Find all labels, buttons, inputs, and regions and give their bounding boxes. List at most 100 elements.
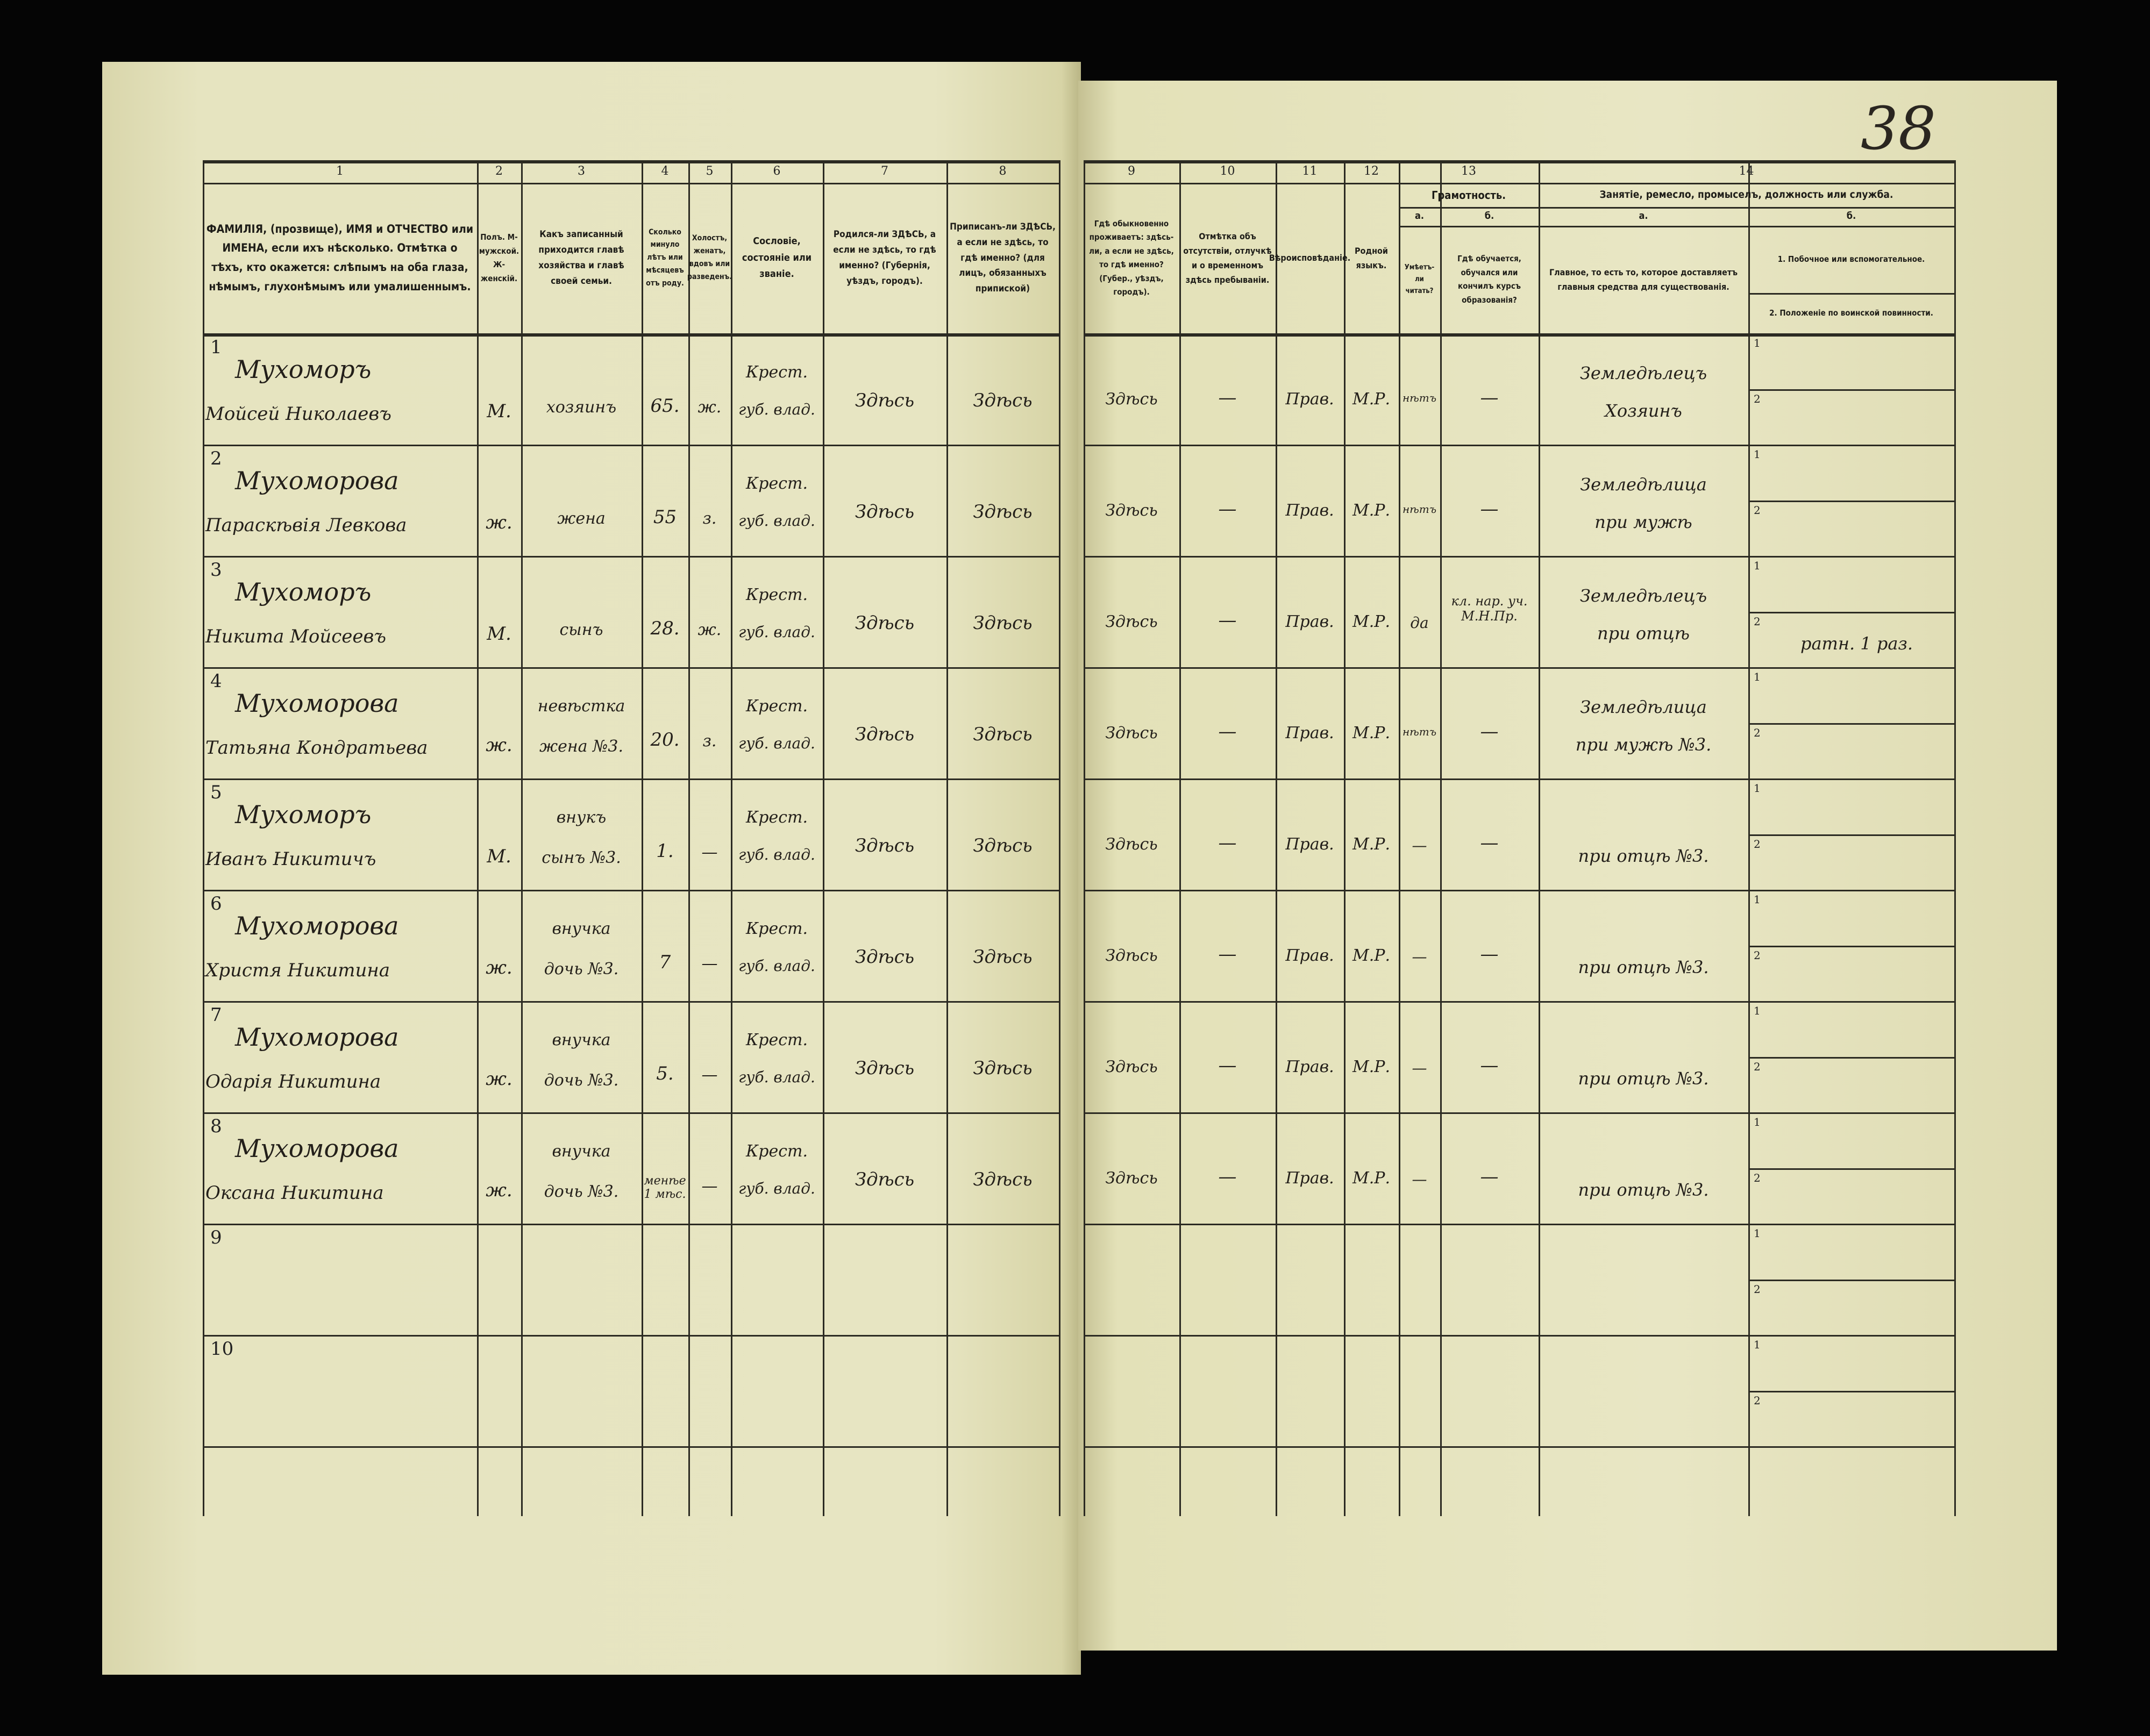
native-language: М.Р. <box>1352 724 1390 742</box>
main-occupation-2: при мужѣ №3. <box>1575 734 1712 755</box>
residence: Здѣсь <box>1105 1058 1158 1076</box>
column-divider <box>642 160 643 1516</box>
religion: Прав. <box>1285 835 1334 854</box>
column-number: 10 <box>1220 165 1235 178</box>
header-col8: Приписанъ-ли ЗДѢСЬ, а если не здѣсь, то … <box>950 221 1056 295</box>
column-divider <box>731 160 732 1516</box>
sub-row-label-1: 1 <box>1754 1116 1761 1128</box>
surname: Мухоморова <box>235 911 399 940</box>
absence-mark: — <box>1218 498 1237 520</box>
literacy: — <box>1412 948 1427 966</box>
marital-status: ж. <box>697 620 722 639</box>
residence: Здѣсь <box>1105 946 1158 965</box>
birthplace: Здѣсь <box>855 1169 915 1190</box>
marital-status: з. <box>702 732 717 751</box>
religion: Прав. <box>1285 1169 1334 1188</box>
header-col13a: Умѣетъ-ли читать? <box>1404 263 1435 296</box>
header-col10: Отмѣтка объ отсутствіи, отлучкѣ и о врем… <box>1183 231 1272 285</box>
header-col14a-letter: а. <box>1639 210 1648 222</box>
age: менѣе 1 мѣс. <box>644 1174 686 1201</box>
column-divider <box>1276 160 1277 1516</box>
sub-row-line <box>1748 611 1954 613</box>
sub-row-label-2: 2 <box>1754 1171 1761 1184</box>
column-number: 8 <box>999 165 1007 178</box>
marital-status: з. <box>702 509 717 528</box>
main-occupation-2: Хозяинъ <box>1605 401 1682 421</box>
sub-row-line <box>1748 1056 1954 1059</box>
absence-mark: — <box>1218 832 1237 854</box>
residence: Здѣсь <box>1105 835 1158 854</box>
row-divider <box>1084 667 1954 669</box>
row-divider <box>203 1446 1059 1448</box>
main-occupation: Земледѣлица <box>1580 474 1707 495</box>
row-divider <box>1084 1224 1954 1225</box>
residence: Здѣсь <box>1105 390 1158 409</box>
relation-2: сынъ №3. <box>542 848 621 867</box>
literacy: нѣтъ <box>1402 725 1437 738</box>
header-col1: ФАМИЛІЯ, (прозвище), ИМЯ и ОТЧЕСТВО или … <box>206 222 474 293</box>
column-number: 9 <box>1128 165 1135 178</box>
header-col13b-letter: б. <box>1484 210 1494 222</box>
native-language: М.Р. <box>1352 501 1390 520</box>
education: — <box>1480 1166 1499 1188</box>
main-occupation-2: при отцѣ №3. <box>1578 846 1709 866</box>
birthplace: Здѣсь <box>855 724 915 745</box>
birthplace: Здѣсь <box>855 946 915 968</box>
given-name: Одарія Никитина <box>205 1071 381 1092</box>
header-col9: Гдѣ обыкновенно проживаетъ: здѣсь-ли, а … <box>1089 218 1174 297</box>
header-col14: Занятіе, ремесло, промыселъ, должность и… <box>1599 189 1893 201</box>
page-number: 38 <box>1861 94 1936 163</box>
sub-row-label-1: 1 <box>1754 1004 1761 1017</box>
religion: Прав. <box>1285 1058 1334 1076</box>
sub-row-line <box>1748 389 1954 391</box>
row-number: 5 <box>210 782 222 803</box>
sub-row-label-2: 2 <box>1754 726 1761 739</box>
given-name: Мойсей Николаевъ <box>205 403 391 425</box>
religion: Прав. <box>1285 724 1334 742</box>
sex: ж. <box>486 1068 512 1090</box>
age: 28. <box>650 618 680 639</box>
education: — <box>1480 832 1499 854</box>
column-divider <box>1344 160 1345 1516</box>
column-number: 2 <box>495 165 503 178</box>
column-number: 5 <box>706 165 714 178</box>
group-line <box>1539 207 1954 209</box>
estate-2: губ. влад. <box>738 846 815 863</box>
estate-2: губ. влад. <box>738 512 815 530</box>
absence-mark: — <box>1218 721 1237 742</box>
literacy: — <box>1412 837 1427 854</box>
registration-place: Здѣсь <box>973 390 1033 411</box>
estate: Крест. <box>746 919 808 938</box>
sub-row-line <box>1748 1390 1954 1392</box>
row-number: 6 <box>210 893 222 915</box>
sub-row-line <box>1748 834 1954 836</box>
native-language: М.Р. <box>1352 1169 1390 1188</box>
relation: невѣстка <box>537 697 625 716</box>
estate: Крест. <box>746 808 808 827</box>
header-col2: Полъ. М-мужской. Ж-женскій. <box>479 232 519 283</box>
native-language: М.Р. <box>1352 946 1390 965</box>
header-col13: Грамотность. <box>1431 188 1506 202</box>
age: 65. <box>650 395 680 417</box>
surname: Мухоморъ <box>235 355 372 384</box>
absence-mark: — <box>1218 1055 1237 1076</box>
header-col6: Сословіе, состояніе или званіе. <box>742 235 812 280</box>
column-number: 12 <box>1364 165 1379 178</box>
relation: внучка <box>552 1142 611 1161</box>
age: 20. <box>650 729 680 751</box>
right-page <box>1078 81 2057 1651</box>
residence: Здѣсь <box>1105 501 1158 520</box>
row-divider <box>203 890 1059 891</box>
row-divider <box>1084 1335 1954 1337</box>
column-divider <box>1399 160 1400 1516</box>
column-number: 13 <box>1461 165 1476 178</box>
sub-row-label-1: 1 <box>1754 1227 1761 1240</box>
relation-2: жена №3. <box>539 737 624 756</box>
sub-row-label-1: 1 <box>1754 1338 1761 1351</box>
row-number: 3 <box>210 559 222 581</box>
registration-place: Здѣсь <box>973 501 1033 523</box>
row-divider <box>1084 1001 1954 1003</box>
column-divider <box>823 160 824 1516</box>
surname: Мухоморова <box>235 1134 399 1163</box>
